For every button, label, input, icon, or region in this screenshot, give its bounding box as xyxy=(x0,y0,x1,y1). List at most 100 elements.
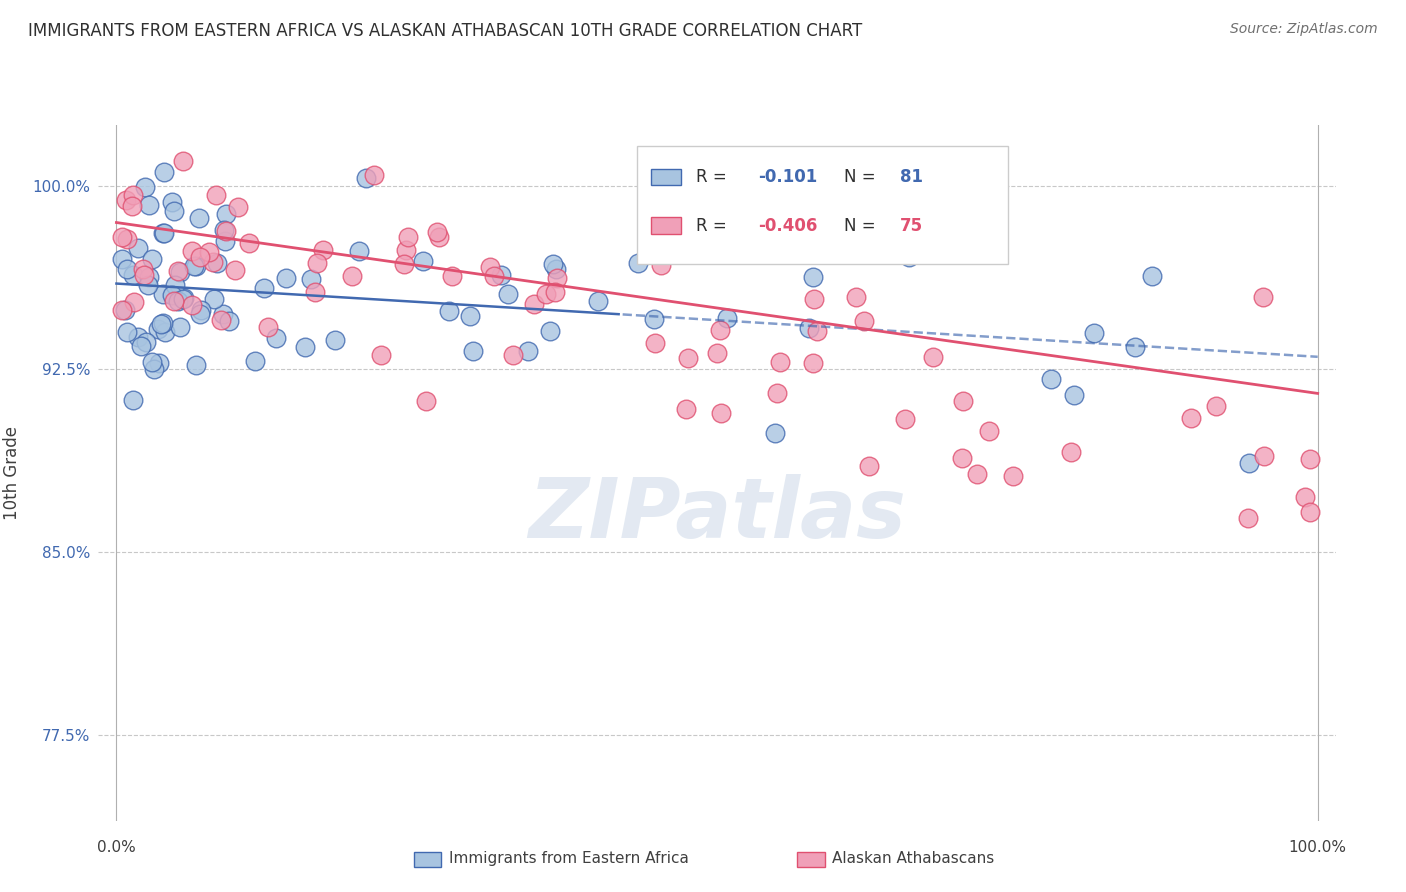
Point xyxy=(167,293,190,308)
Point xyxy=(197,244,219,259)
FancyBboxPatch shape xyxy=(637,145,1008,264)
Point xyxy=(427,229,450,244)
Point xyxy=(415,394,437,409)
Point xyxy=(187,211,209,225)
Point xyxy=(129,339,152,353)
Point xyxy=(305,256,328,270)
Point xyxy=(396,230,419,244)
Point xyxy=(143,362,166,376)
Point xyxy=(169,320,191,334)
Point xyxy=(163,278,186,293)
Point xyxy=(141,252,163,266)
Point xyxy=(184,259,207,273)
Point xyxy=(1040,372,1063,386)
Point xyxy=(122,268,145,282)
Point xyxy=(238,235,260,250)
Point xyxy=(541,257,564,271)
Point xyxy=(172,154,194,169)
Point xyxy=(921,350,943,364)
Point xyxy=(546,271,568,285)
Text: Immigrants from Eastern Africa: Immigrants from Eastern Africa xyxy=(449,851,689,866)
Point xyxy=(766,386,789,401)
Point xyxy=(166,264,188,278)
Point xyxy=(138,269,160,284)
Point xyxy=(202,292,225,306)
Point xyxy=(858,459,880,474)
Text: R =: R = xyxy=(696,217,733,235)
FancyBboxPatch shape xyxy=(797,852,825,867)
Point xyxy=(479,260,502,274)
Point xyxy=(136,278,159,293)
Point xyxy=(127,241,149,255)
Point xyxy=(152,316,174,330)
Point xyxy=(544,285,567,300)
Point xyxy=(950,450,973,465)
Point xyxy=(325,333,347,347)
Y-axis label: 10th Grade: 10th Grade xyxy=(3,425,21,520)
Point xyxy=(243,353,266,368)
Point xyxy=(212,307,235,321)
Point xyxy=(1253,449,1275,463)
Point xyxy=(441,268,464,283)
Point xyxy=(426,225,449,239)
Point xyxy=(132,261,155,276)
Point xyxy=(461,344,484,359)
Point xyxy=(134,179,156,194)
Point xyxy=(853,314,876,328)
FancyBboxPatch shape xyxy=(651,218,681,234)
Point xyxy=(274,270,297,285)
FancyBboxPatch shape xyxy=(651,169,681,186)
Point xyxy=(437,303,460,318)
Point xyxy=(117,325,139,339)
Point xyxy=(153,164,176,178)
Point xyxy=(134,268,156,282)
Point xyxy=(763,425,786,440)
Text: IMMIGRANTS FROM EASTERN AFRICA VS ALASKAN ATHABASCAN 10TH GRADE CORRELATION CHAR: IMMIGRANTS FROM EASTERN AFRICA VS ALASKA… xyxy=(28,22,862,40)
Point xyxy=(1237,510,1260,524)
Point xyxy=(678,351,700,365)
Point xyxy=(716,311,738,326)
Point xyxy=(966,467,988,481)
Text: N =: N = xyxy=(845,168,882,186)
Point xyxy=(150,317,173,331)
Text: 75: 75 xyxy=(900,217,924,235)
Point xyxy=(801,355,824,369)
Point xyxy=(160,195,183,210)
Point xyxy=(706,346,728,360)
Point xyxy=(215,224,238,238)
Point xyxy=(1060,445,1083,459)
Point xyxy=(148,356,170,370)
Point xyxy=(644,335,666,350)
Point xyxy=(153,226,176,240)
Point xyxy=(801,270,824,285)
Point xyxy=(769,355,792,369)
FancyBboxPatch shape xyxy=(413,852,441,867)
Point xyxy=(482,268,505,283)
Point xyxy=(201,254,224,268)
Point xyxy=(797,320,820,334)
Point xyxy=(1083,326,1105,340)
Point xyxy=(111,252,134,267)
Point xyxy=(224,263,246,277)
Point xyxy=(894,411,917,425)
Point xyxy=(294,341,316,355)
Point xyxy=(546,261,568,276)
Point xyxy=(226,200,249,214)
Text: Source: ZipAtlas.com: Source: ZipAtlas.com xyxy=(1230,22,1378,37)
Point xyxy=(523,297,546,311)
Point xyxy=(586,293,609,308)
Point xyxy=(709,323,731,337)
Point xyxy=(141,355,163,369)
Point xyxy=(253,281,276,295)
Point xyxy=(152,226,174,240)
Point xyxy=(212,223,235,237)
Point xyxy=(114,303,136,318)
Point xyxy=(181,244,204,259)
Point xyxy=(214,234,236,248)
Point xyxy=(163,203,186,218)
Point xyxy=(205,255,228,269)
Point xyxy=(363,168,385,182)
Point xyxy=(1299,505,1322,519)
Point xyxy=(122,187,145,202)
Point xyxy=(152,287,174,301)
